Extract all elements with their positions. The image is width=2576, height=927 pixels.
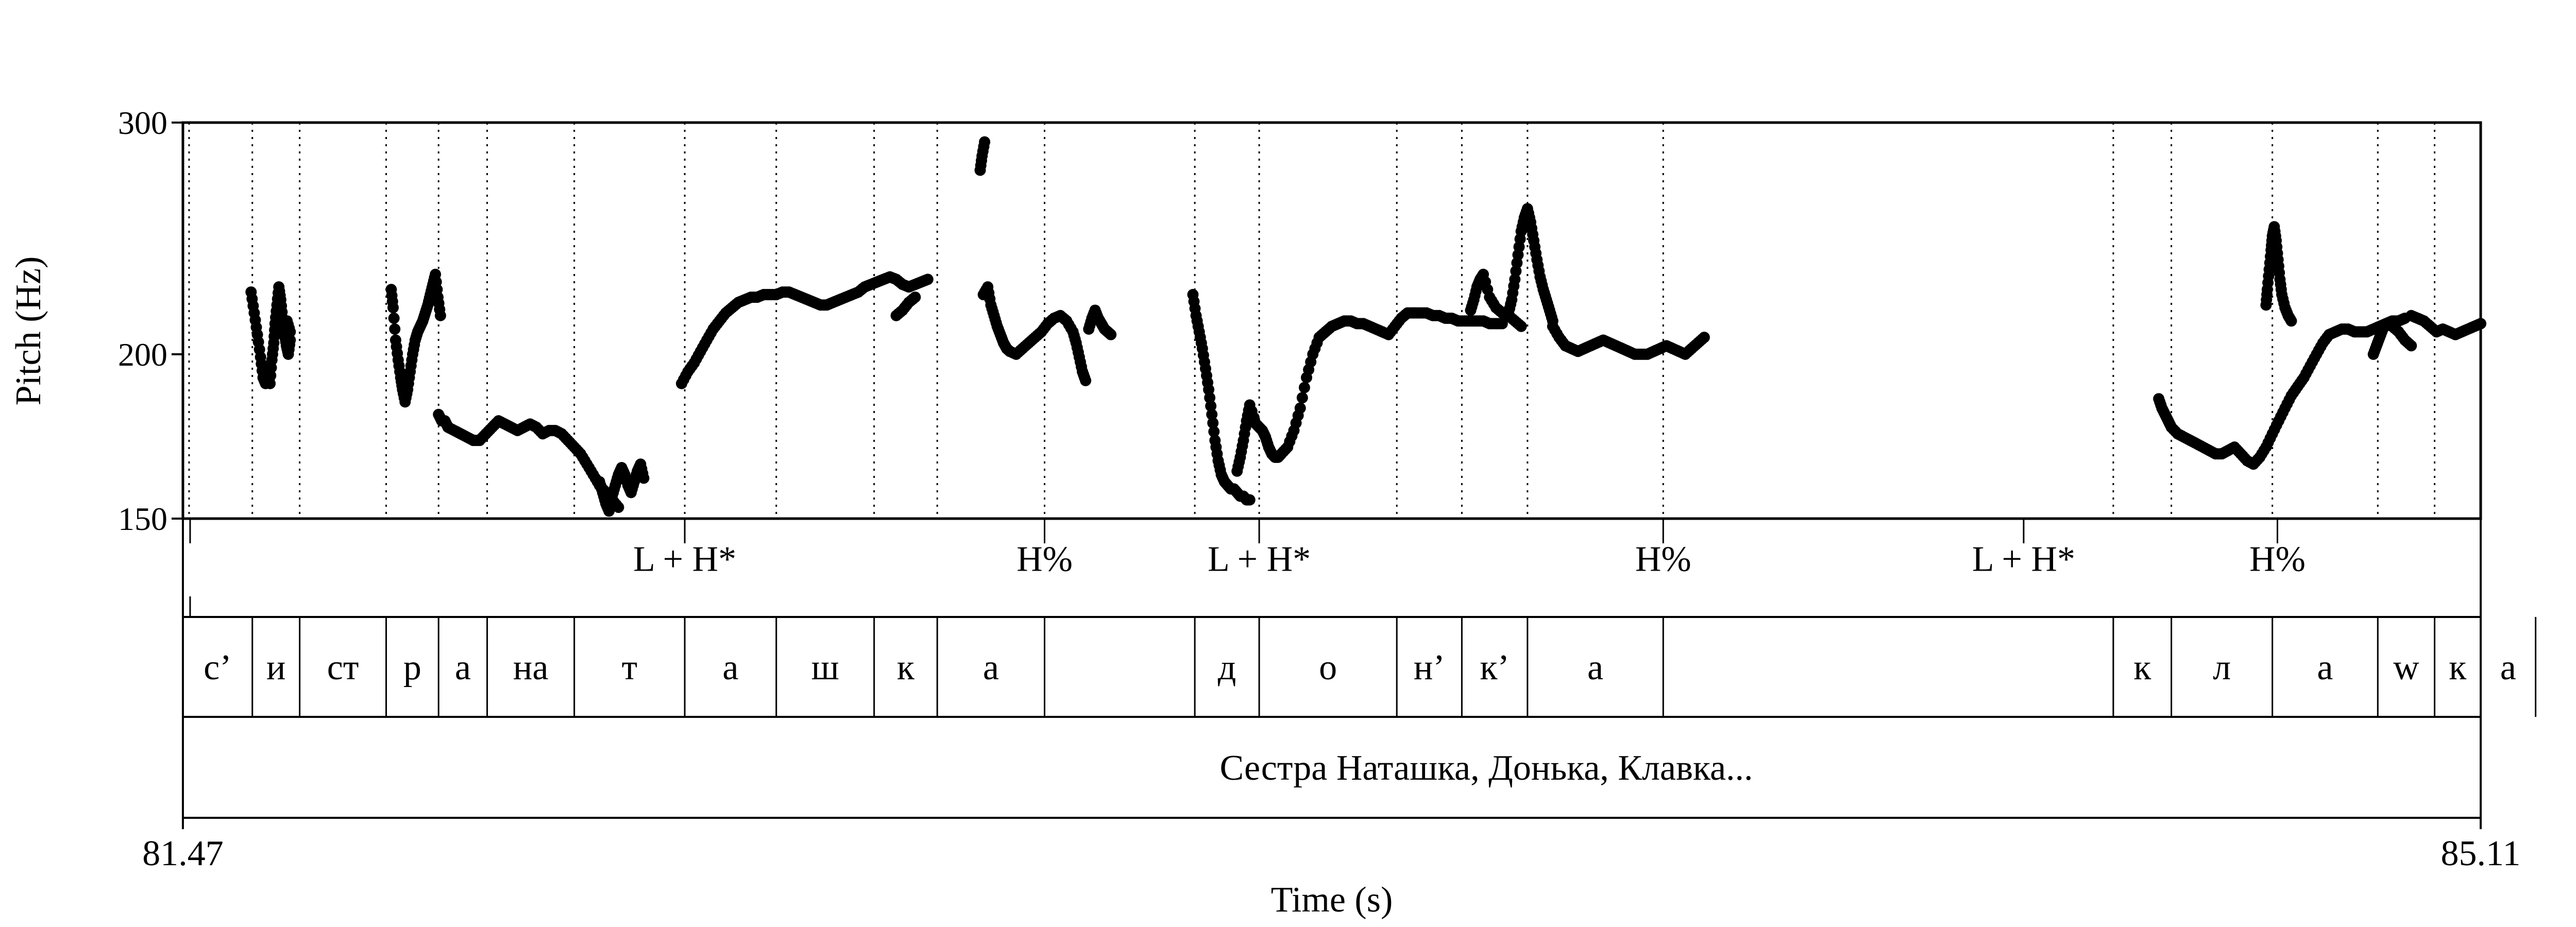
- segment-label: а: [722, 648, 738, 688]
- sentence-tier: Сестра Наташка, Донька, Клавка...: [1219, 748, 1753, 788]
- segment-label: н’: [1414, 648, 1445, 688]
- segment-tier: с’ и ст р а на т а ш к а д о н’ к’ а к л а w к а: [204, 617, 2537, 717]
- pitch-point: [1515, 320, 1527, 332]
- segment-label: д: [1218, 648, 1236, 688]
- segment-label: к: [897, 648, 915, 688]
- tone-label: H%: [1016, 540, 1073, 579]
- pitch-point: [1105, 329, 1117, 340]
- pitch-point: [388, 312, 400, 324]
- segment-label: а: [455, 648, 471, 688]
- pitch-point: [1207, 417, 1219, 429]
- pitch-point: [1294, 402, 1306, 414]
- pitch-point: [2285, 315, 2297, 327]
- tone-label: H%: [1635, 540, 1691, 579]
- pitch-point: [389, 323, 401, 335]
- segment-label: и: [266, 648, 285, 688]
- segment-label: л: [2213, 648, 2231, 688]
- y-tick-label: 150: [118, 501, 167, 537]
- segment-label: к: [2133, 648, 2151, 688]
- x-tick-label-start: 81.47: [142, 834, 224, 873]
- segment-label: на: [513, 648, 549, 688]
- tone-label: H%: [2249, 540, 2306, 579]
- pitch-point: [434, 310, 446, 321]
- pitch-point: [909, 291, 921, 303]
- segment-label: к: [2449, 648, 2467, 688]
- boundary-lines: [188, 123, 2436, 519]
- pitch-point: [1080, 374, 1092, 386]
- pitch-point: [2405, 340, 2417, 352]
- pitch-points: [245, 136, 2486, 517]
- x-axis-label: Time (s): [1271, 880, 1393, 920]
- pitch-point: [1296, 392, 1308, 404]
- sentence-tier-frame: [182, 716, 2482, 819]
- pitch-point: [284, 334, 296, 346]
- segment-label: р: [403, 648, 421, 688]
- segment-label: ш: [811, 648, 839, 688]
- tier-frames: [181, 121, 2482, 819]
- segment-label: w: [2393, 648, 2419, 688]
- pitch-point: [1509, 273, 1521, 285]
- segment-label: а: [2317, 648, 2333, 688]
- pitch-point: [922, 273, 934, 285]
- tone-label: L + H*: [1208, 540, 1311, 579]
- segment-label: а: [1587, 648, 1603, 688]
- tone-label: L + H*: [1972, 540, 2075, 579]
- segment-label: к’: [1480, 648, 1509, 688]
- pitch-point: [1496, 318, 1508, 330]
- pitch-point: [638, 472, 650, 484]
- y-tick-label: 200: [118, 336, 167, 373]
- pitch-point: [1208, 426, 1220, 438]
- pitch-point: [2475, 318, 2486, 330]
- pitch-point: [1206, 408, 1218, 420]
- y-axis-label: Pitch (Hz): [9, 256, 48, 406]
- segment-label: с’: [204, 648, 231, 688]
- segment-label: т: [622, 648, 638, 688]
- segment-label: о: [1319, 648, 1337, 688]
- pitch-point: [387, 302, 399, 314]
- pitch-point: [1298, 382, 1310, 393]
- segment-label: а: [2500, 648, 2516, 688]
- segment-label: а: [983, 648, 999, 688]
- x-tick-label-end: 85.11: [2441, 834, 2521, 873]
- sentence-label: Сестра Наташка, Донька, Клавка...: [1219, 748, 1753, 788]
- pitch-point: [1244, 494, 1256, 506]
- pitch-point: [1205, 400, 1217, 412]
- pitch-point: [284, 326, 296, 338]
- tone-tier: L + H* H% L + H* H% L + H* H%: [189, 519, 2306, 617]
- tone-tier-frame: [182, 518, 2482, 618]
- segment-label: ст: [327, 648, 359, 688]
- axes: Pitch (Hz) Time (s) 81.47 85.11 150 200 30…: [9, 105, 2520, 920]
- tone-label: L + H*: [633, 540, 736, 579]
- pitch-point: [1204, 392, 1216, 404]
- y-tick-label: 300: [118, 105, 167, 141]
- pitch-point: [979, 136, 991, 148]
- pitch-point: [1698, 332, 1710, 344]
